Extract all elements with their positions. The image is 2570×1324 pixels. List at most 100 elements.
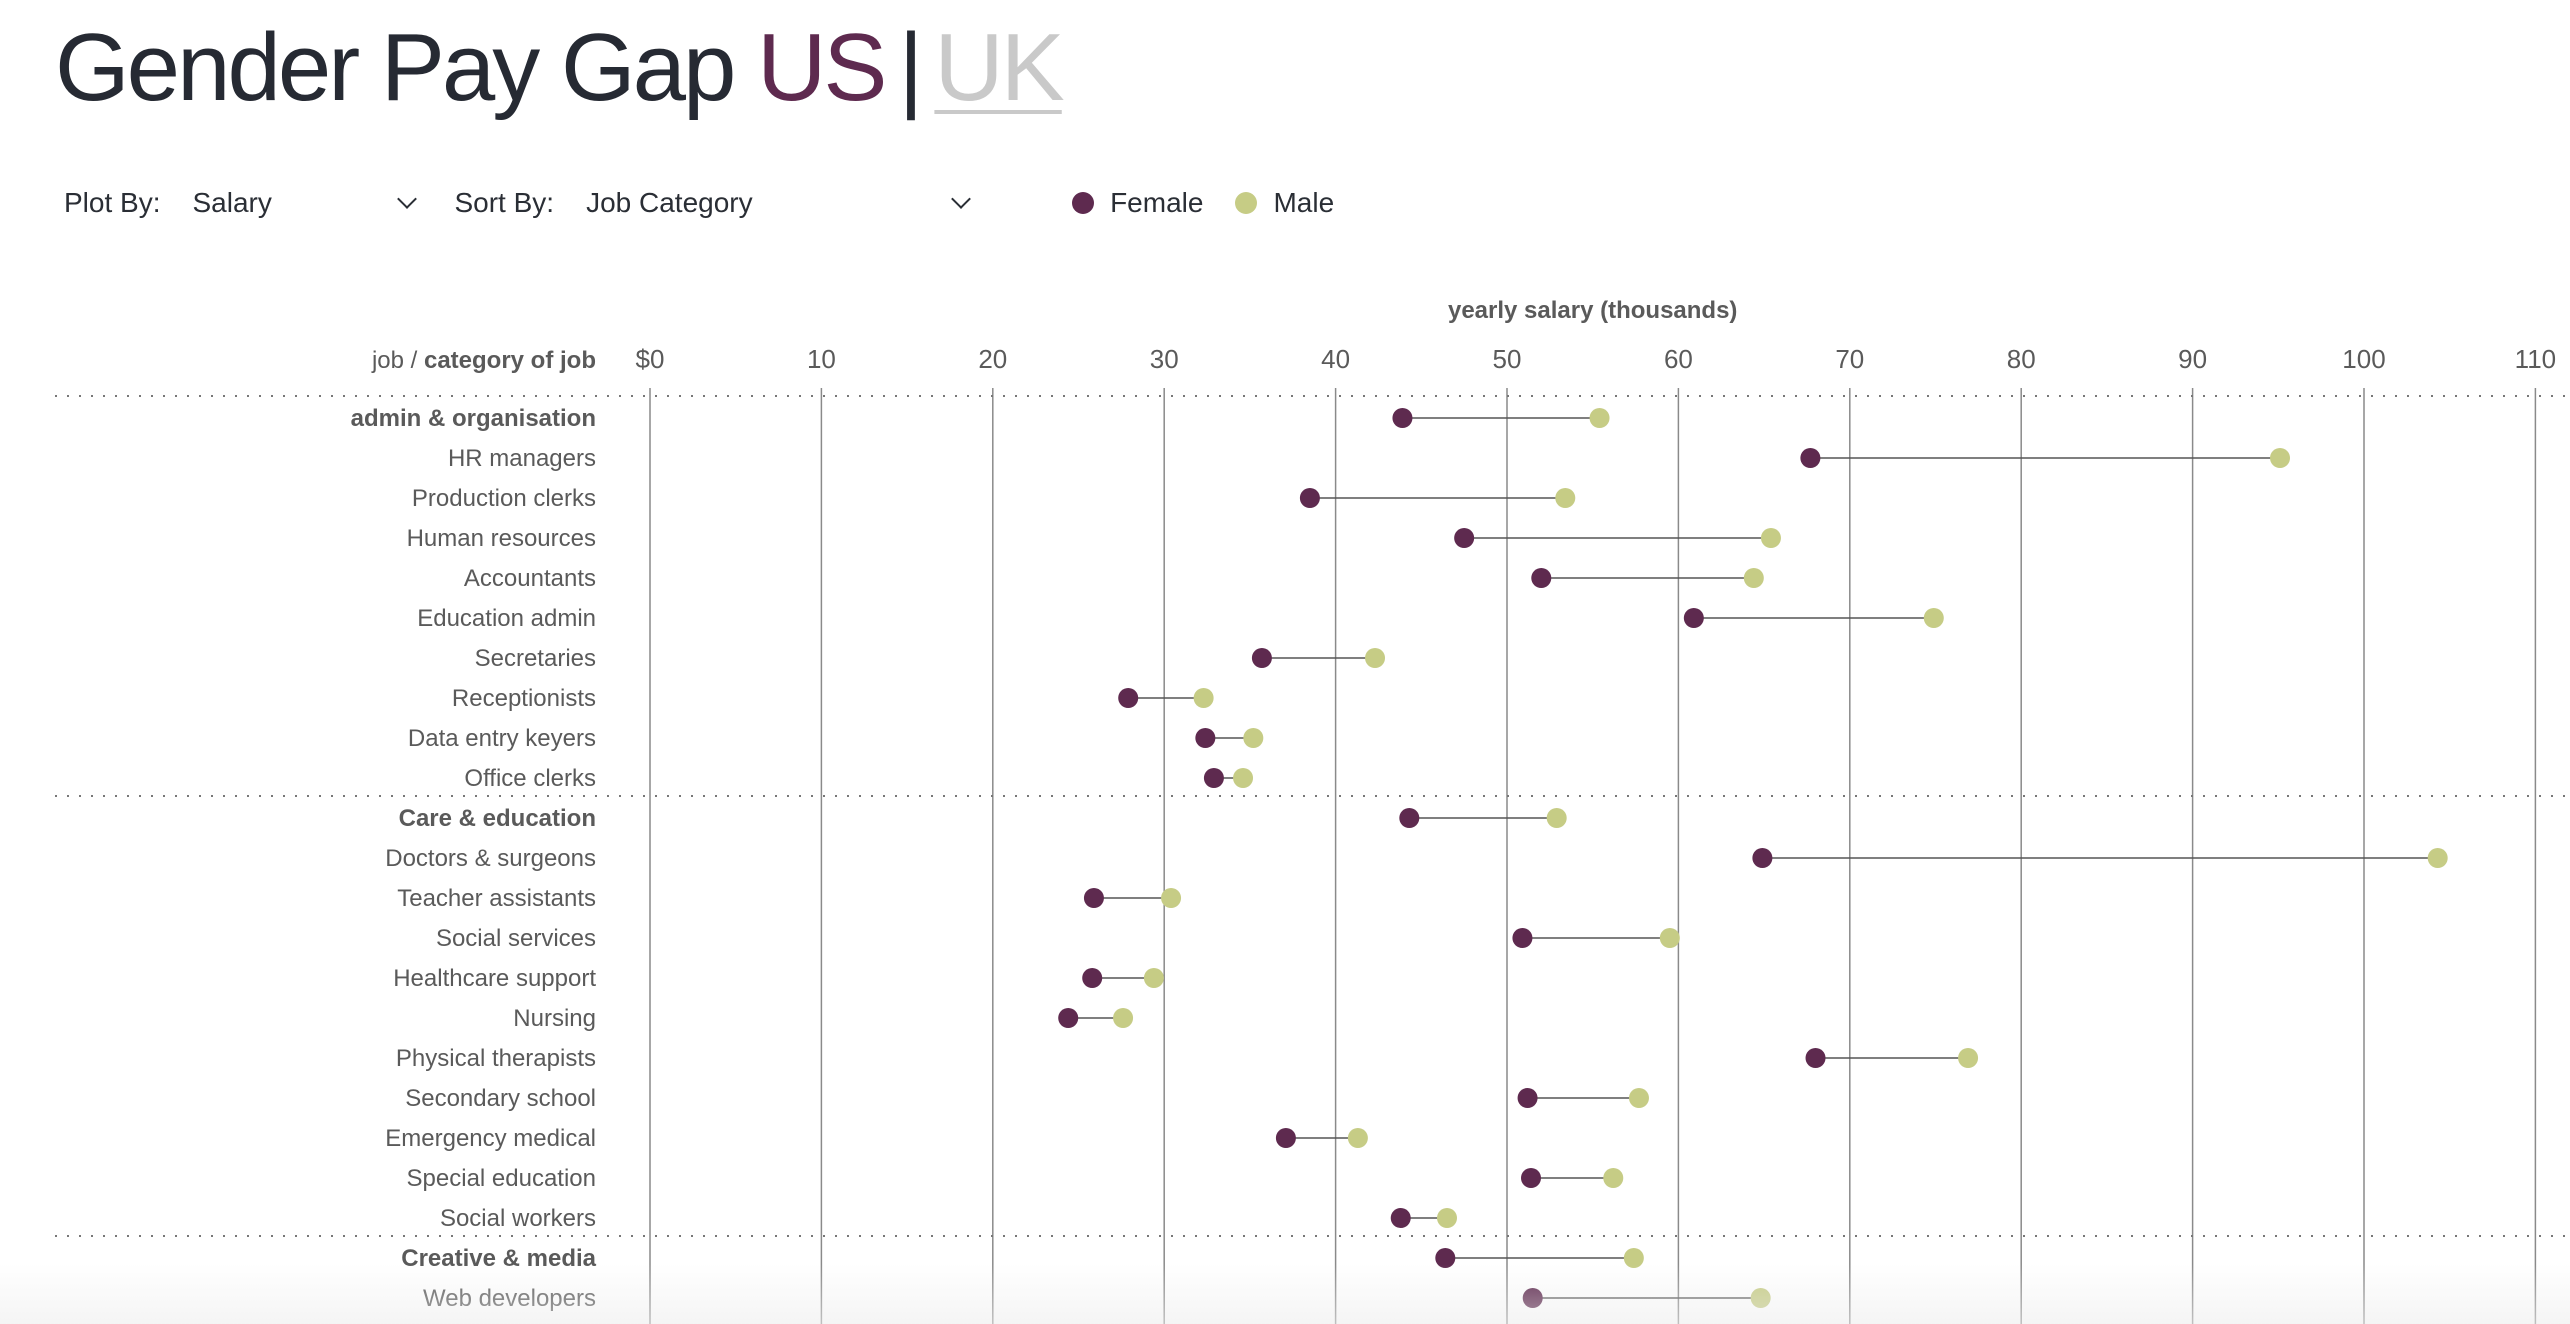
page-title: Gender Pay Gap US | UK: [55, 8, 1065, 128]
female-point[interactable]: [1299, 488, 1320, 508]
job-label: Human resources: [407, 525, 596, 552]
job-label: Education admin: [417, 605, 596, 632]
male-point[interactable]: [1743, 568, 1764, 588]
female-point[interactable]: [1517, 1088, 1538, 1108]
x-tick-label: 90: [2178, 344, 2207, 374]
male-point[interactable]: [1659, 928, 1680, 948]
female-point[interactable]: [1800, 448, 1821, 468]
female-point[interactable]: [1454, 528, 1475, 548]
female-point[interactable]: [1435, 1248, 1456, 1268]
title-uk-link[interactable]: UK: [934, 14, 1064, 121]
chevron-down-icon: [397, 189, 418, 209]
job-label: Production clerks: [412, 485, 596, 512]
y-axis-label: job / category of job: [371, 347, 596, 374]
female-point[interactable]: [1399, 808, 1420, 828]
dumbbell-chart: yearly salary (thousands) job / category …: [55, 297, 2570, 1324]
female-point[interactable]: [1058, 1008, 1079, 1028]
x-tick-label: $0: [636, 344, 665, 374]
male-point[interactable]: [1193, 688, 1214, 708]
job-label: Secondary school: [405, 1085, 596, 1112]
job-label: Teacher assistants: [397, 885, 596, 912]
male-point[interactable]: [1233, 768, 1254, 788]
legend-female[interactable]: Female: [1072, 187, 1203, 219]
category-label: Creative & media: [401, 1245, 596, 1272]
x-tick-label: 80: [2007, 344, 2036, 374]
male-point[interactable]: [1628, 1088, 1649, 1108]
job-label: HR managers: [448, 445, 596, 472]
job-label: Secretaries: [475, 645, 596, 672]
male-point[interactable]: [1161, 888, 1182, 908]
male-point[interactable]: [1243, 728, 1264, 748]
job-label: Accountants: [464, 565, 596, 592]
male-point[interactable]: [1347, 1128, 1368, 1148]
sort-by-label: Sort By:: [454, 187, 555, 218]
plot-by-value: Salary: [192, 187, 272, 218]
job-label: Doctors & surgeons: [385, 845, 596, 872]
sort-by-value: Job Category: [586, 187, 753, 218]
female-point[interactable]: [1531, 568, 1552, 588]
male-point[interactable]: [1589, 408, 1610, 428]
male-point[interactable]: [1365, 648, 1386, 668]
chevron-down-icon: [951, 189, 971, 209]
legend-male[interactable]: Male: [1235, 187, 1334, 219]
plot-by-label: Plot By:: [64, 187, 161, 218]
job-label: Data entry keyers: [408, 725, 596, 752]
male-point[interactable]: [1555, 488, 1576, 508]
x-tick-label: 40: [1321, 344, 1350, 374]
male-point[interactable]: [1603, 1168, 1624, 1188]
x-tick-label: 10: [807, 344, 836, 374]
job-label: Receptionists: [452, 685, 596, 712]
male-point[interactable]: [2427, 848, 2448, 868]
female-point[interactable]: [1203, 768, 1224, 788]
x-tick-label: 20: [978, 344, 1007, 374]
female-point[interactable]: [1083, 888, 1104, 908]
male-point[interactable]: [1113, 1008, 1134, 1028]
job-label: Special education: [407, 1165, 596, 1192]
title-main: Gender Pay Gap: [55, 14, 736, 121]
male-point[interactable]: [2270, 448, 2291, 468]
x-tick-label: 70: [1835, 344, 1864, 374]
controls-bar: Plot By: Salary Sort By: Job Category Fe…: [64, 178, 1366, 228]
male-point[interactable]: [1760, 528, 1781, 548]
plot-by-select[interactable]: Salary: [192, 181, 418, 225]
job-label: Physical therapists: [396, 1045, 596, 1072]
title-us-link[interactable]: US: [757, 14, 887, 121]
x-tick-label: 60: [1664, 344, 1693, 374]
female-dot-icon: [1072, 192, 1095, 214]
female-point[interactable]: [1392, 408, 1413, 428]
male-point[interactable]: [1437, 1208, 1458, 1228]
female-point[interactable]: [1275, 1128, 1296, 1148]
male-point[interactable]: [1623, 1248, 1644, 1268]
job-label: Healthcare support: [393, 965, 596, 992]
sort-by-select[interactable]: Job Category: [586, 181, 971, 225]
job-label: Social services: [436, 925, 596, 952]
female-point[interactable]: [1752, 848, 1773, 868]
female-point[interactable]: [1683, 608, 1704, 628]
female-point[interactable]: [1522, 1288, 1543, 1308]
female-point[interactable]: [1390, 1208, 1411, 1228]
x-tick-label: 100: [2342, 344, 2385, 374]
male-point[interactable]: [1923, 608, 1944, 628]
female-point[interactable]: [1195, 728, 1216, 748]
x-tick-label: 50: [1493, 344, 1522, 374]
male-point[interactable]: [1546, 808, 1567, 828]
female-point[interactable]: [1082, 968, 1103, 988]
male-point[interactable]: [1750, 1288, 1771, 1308]
female-point[interactable]: [1520, 1168, 1541, 1188]
job-label: Nursing: [513, 1005, 596, 1032]
female-point[interactable]: [1251, 648, 1272, 668]
legend-male-label: Male: [1273, 187, 1335, 218]
male-dot-icon: [1235, 192, 1258, 214]
female-point[interactable]: [1805, 1048, 1826, 1068]
female-point[interactable]: [1512, 928, 1533, 948]
x-tick-label: 30: [1150, 344, 1179, 374]
x-tick-label: 110: [2515, 344, 2556, 374]
male-point[interactable]: [1143, 968, 1164, 988]
job-label: Office clerks: [464, 765, 596, 792]
category-label: Care & education: [399, 805, 596, 832]
title-separator: |: [898, 14, 923, 121]
job-label: Emergency medical: [385, 1125, 596, 1152]
male-point[interactable]: [1958, 1048, 1979, 1068]
female-point[interactable]: [1118, 688, 1139, 708]
